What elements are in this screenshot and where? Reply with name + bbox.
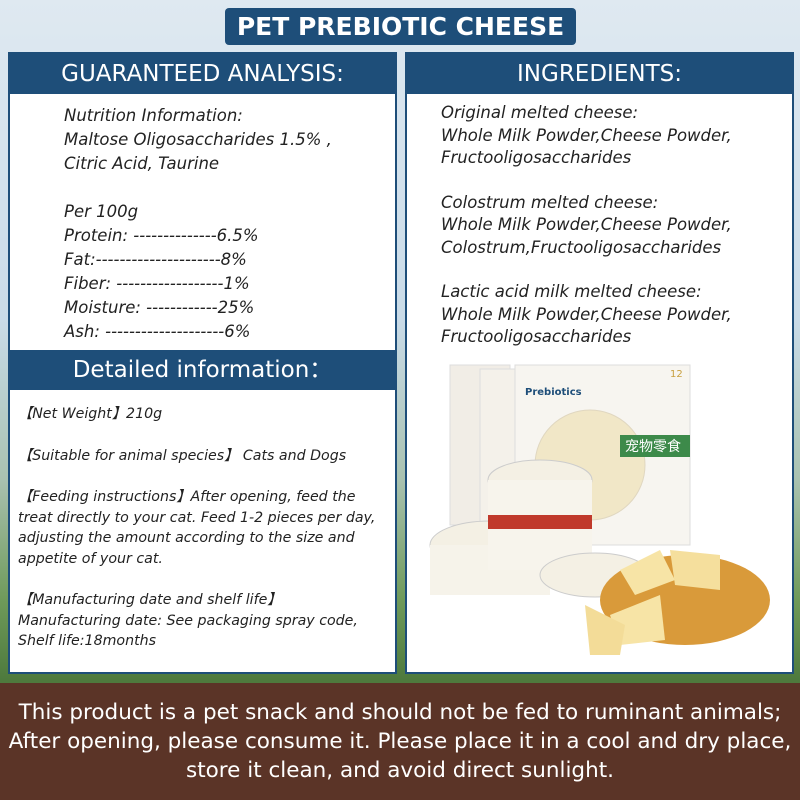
analysis-line: Ash: --------------------6%: [64, 322, 251, 341]
shelf-line: Shelf life:18months: [18, 633, 157, 649]
ingredients-header: INGREDIENTS:: [407, 54, 792, 94]
footer-notice: This product is a pet snack and should n…: [0, 683, 800, 800]
net-weight: 【Net Weight】210g: [18, 406, 163, 422]
svg-text:12: 12: [670, 369, 683, 380]
species: 【Suitable for animal species】 Cats and D…: [18, 447, 347, 464]
detailed-info: 【Net Weight】210g 【Suitable for animal sp…: [18, 404, 393, 652]
page-title: PET PREBIOTIC CHEESE: [225, 8, 576, 45]
analysis-line: Fat:---------------------8%: [64, 250, 247, 269]
analysis-line: Maltose Oligosaccharides 1.5% ,: [64, 130, 332, 149]
analysis-line: Fiber: ------------------1%: [64, 274, 250, 293]
ingredients-list: Original melted cheese: Whole Milk Powder…: [441, 102, 792, 371]
ingredient-item: Original melted cheese: Whole Milk Powder…: [441, 103, 732, 167]
svg-text:宠物零食: 宠物零食: [625, 438, 681, 455]
analysis-line: Moisture: ------------25%: [64, 298, 255, 317]
feeding: 【Feeding instructions】After opening, fee…: [18, 489, 376, 567]
svg-text:Prebiotics: Prebiotics: [525, 387, 582, 398]
analysis-line: Protein: --------------6.5%: [64, 226, 259, 245]
analysis-line: Nutrition Information:: [64, 106, 243, 125]
detailed-header: Detailed information：: [10, 350, 395, 390]
shelf-title: 【Manufacturing date and shelf life】: [18, 592, 282, 608]
product-image: Prebiotics 12 宠物零食: [429, 364, 770, 655]
analysis-header: GUARANTEED ANALYSIS:: [10, 54, 395, 94]
shelf-line: Manufacturing date: See packaging spray …: [18, 612, 358, 629]
ingredient-item: Colostrum melted cheese: Whole Milk Powde…: [441, 192, 732, 257]
analysis-panel: GUARANTEED ANALYSIS: Nutrition Informati…: [8, 52, 397, 674]
analysis-list: Nutrition Information: Maltose Oligosacc…: [64, 104, 332, 344]
analysis-line: Per 100g: [64, 202, 139, 221]
analysis-line: Citric Acid, Taurine: [64, 154, 220, 173]
ingredient-item: Lactic acid milk melted cheese: Whole Mil…: [441, 282, 732, 346]
